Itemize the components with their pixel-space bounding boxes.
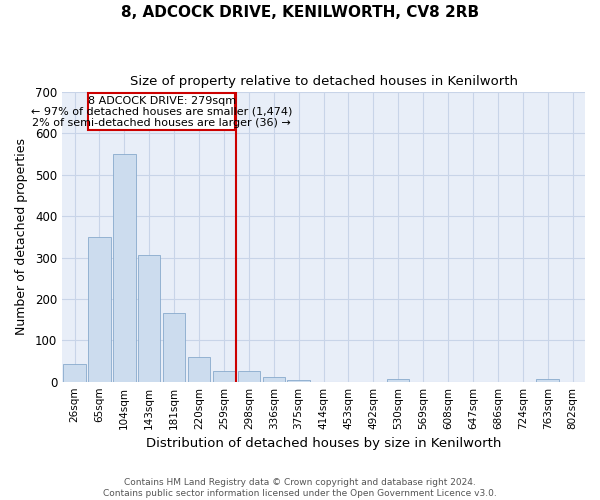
Text: 8 ADCOCK DRIVE: 279sqm: 8 ADCOCK DRIVE: 279sqm	[88, 96, 236, 106]
Text: Contains HM Land Registry data © Crown copyright and database right 2024.
Contai: Contains HM Land Registry data © Crown c…	[103, 478, 497, 498]
Bar	[238, 372, 260, 382]
X-axis label: Distribution of detached houses by size in Kenilworth: Distribution of detached houses by size …	[146, 437, 501, 450]
Bar	[287, 380, 310, 382]
Text: ← 97% of detached houses are smaller (1,474): ← 97% of detached houses are smaller (1,…	[31, 106, 292, 117]
Text: 8, ADCOCK DRIVE, KENILWORTH, CV8 2RB: 8, ADCOCK DRIVE, KENILWORTH, CV8 2RB	[121, 5, 479, 20]
Bar	[387, 379, 409, 382]
Bar	[213, 372, 235, 382]
Bar	[88, 237, 110, 382]
Bar	[263, 376, 285, 382]
Bar	[64, 364, 86, 382]
FancyBboxPatch shape	[88, 93, 235, 130]
Bar	[536, 379, 559, 382]
Y-axis label: Number of detached properties: Number of detached properties	[15, 138, 28, 336]
Bar	[138, 256, 160, 382]
Bar	[188, 357, 210, 382]
Title: Size of property relative to detached houses in Kenilworth: Size of property relative to detached ho…	[130, 75, 518, 88]
Bar	[113, 154, 136, 382]
Bar	[163, 314, 185, 382]
Text: 2% of semi-detached houses are larger (36) →: 2% of semi-detached houses are larger (3…	[32, 118, 291, 128]
